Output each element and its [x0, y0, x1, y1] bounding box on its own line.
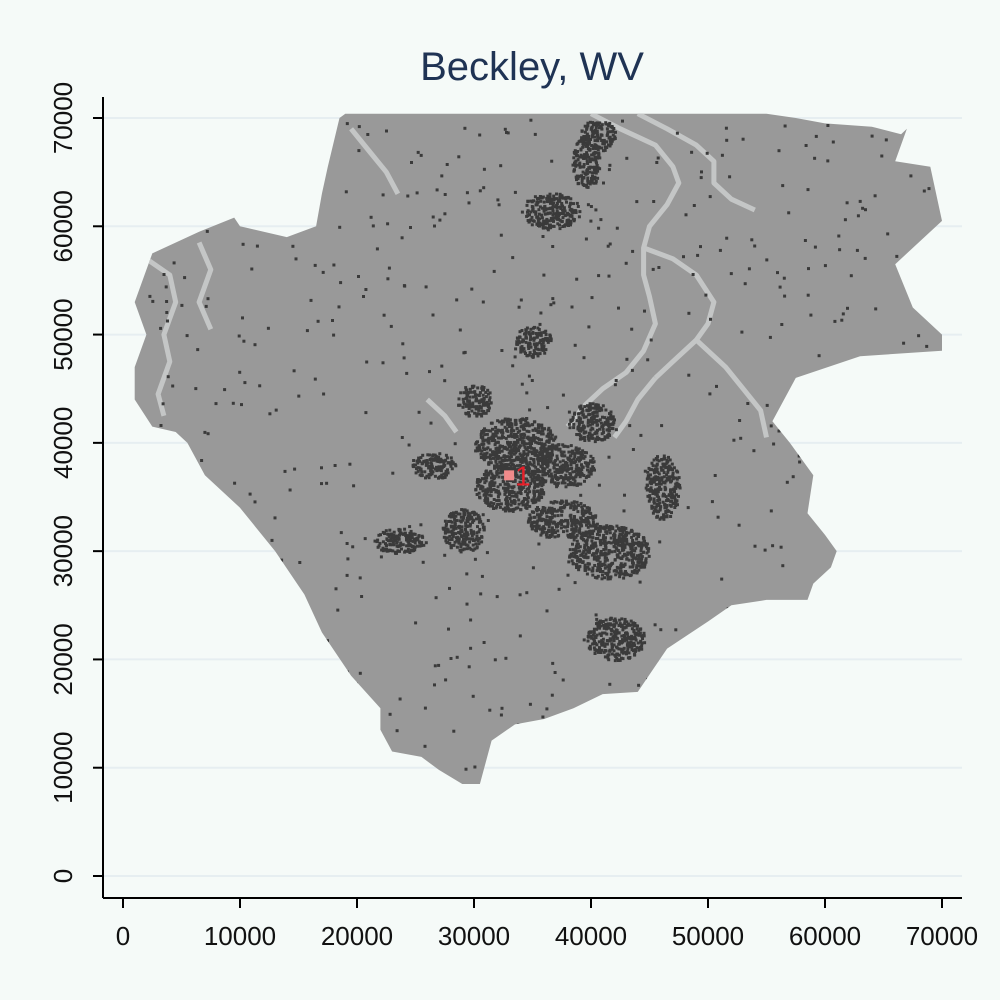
developed-cluster-12 — [373, 527, 426, 555]
developed-cluster-7 — [580, 120, 617, 153]
developed-cluster-5 — [520, 192, 582, 232]
y-tick-label-6: 60000 — [48, 190, 78, 262]
county-region — [134, 113, 942, 784]
x-tick-label-3: 30000 — [438, 921, 510, 951]
stream-2 — [642, 245, 717, 380]
location-marker-label-0: 1 — [515, 460, 531, 491]
x-tick-label-4: 40000 — [555, 921, 627, 951]
y-tick-label-4: 40000 — [48, 407, 78, 479]
x-tick-label-7: 70000 — [906, 921, 978, 951]
developed-cluster-2 — [474, 463, 546, 513]
developed-cluster-11 — [441, 508, 486, 554]
y-tick-label-7: 70000 — [48, 82, 78, 154]
developed-cluster-4 — [568, 524, 651, 581]
x-tick-label-5: 50000 — [672, 921, 744, 951]
location-marker-0 — [504, 470, 515, 481]
developed-cluster-15 — [567, 402, 616, 444]
y-tick-label-1: 10000 — [48, 732, 78, 804]
y-tick-label-5: 50000 — [48, 298, 78, 370]
x-tick-label-6: 60000 — [789, 921, 861, 951]
developed-cluster-13 — [411, 452, 458, 480]
x-tick-label-2: 20000 — [321, 921, 393, 951]
stream-6 — [196, 241, 214, 331]
stream-8 — [425, 397, 459, 434]
developed-cluster-6 — [571, 134, 602, 189]
developed-cluster-8 — [515, 325, 553, 359]
stream-4 — [612, 376, 658, 439]
stream-7 — [349, 127, 401, 195]
map-title: Beckley, WV — [420, 45, 644, 89]
axes: 0 10000 20000 30000 40000 50000 60000 70000 0 100… — [48, 82, 978, 951]
stream-5 — [144, 256, 179, 417]
x-tick-label-1: 10000 — [204, 921, 276, 951]
developed-cluster-10 — [586, 616, 647, 663]
x-tick-label-0: 0 — [116, 921, 130, 951]
streams-layer — [144, 113, 769, 439]
stream-0 — [565, 113, 682, 429]
y-tick-label-2: 20000 — [48, 623, 78, 695]
y-tick-label-3: 30000 — [48, 515, 78, 587]
stream-1 — [636, 113, 756, 213]
location-markers: 1 — [504, 460, 531, 491]
y-tick-label-0: 0 — [48, 869, 78, 883]
developed-cluster-9 — [457, 384, 493, 418]
stream-3 — [694, 338, 769, 438]
